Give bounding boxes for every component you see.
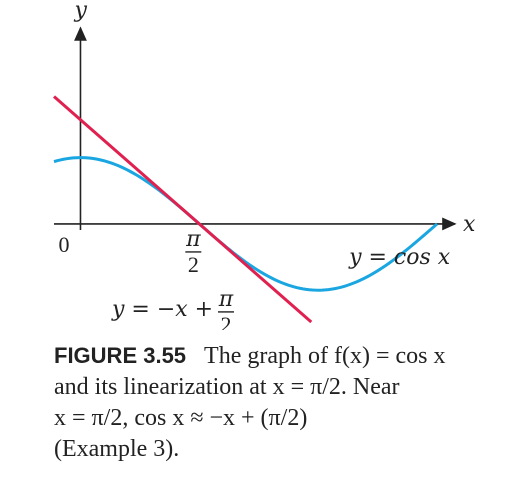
caption-line-1: FIGURE 3.55 The graph of f(x) = cos x (54, 340, 524, 372)
tangent-line (53, 95, 313, 324)
figure-caption: FIGURE 3.55 The graph of f(x) = cos x an… (54, 340, 524, 465)
tick-pi-numerator: π (185, 227, 201, 252)
x-tick-label-zero: 0 (58, 232, 69, 257)
caption-figure-number: FIGURE 3.55 (54, 343, 187, 368)
tangent-label-lhs: y = −x + (111, 297, 213, 322)
tick-pi-denominator: 2 (188, 252, 199, 277)
caption-line-2: and its linearization at x = π/2. Near (54, 374, 400, 400)
caption-line-4: (Example 3). (54, 436, 180, 462)
chart: x y 0 π 2 y = cos x y = −x + π 2 (53, 0, 476, 330)
cos-curve-label: y = cos x (348, 245, 451, 270)
y-axis-label: y (73, 0, 87, 23)
x-tick-label-pi-over-2: π 2 (185, 227, 202, 277)
cos-curve (53, 156, 439, 292)
tangent-label-denominator: 2 (221, 312, 232, 330)
tangent-line-label: y = −x + π 2 (111, 287, 234, 330)
tangent-label-numerator: π (218, 287, 234, 312)
x-axis-label: x (463, 212, 476, 237)
caption-line-3: x = π/2, cos x ≈ −x + (π/2) (54, 405, 308, 431)
caption-text-1: The graph of f(x) = cos x (204, 343, 446, 369)
